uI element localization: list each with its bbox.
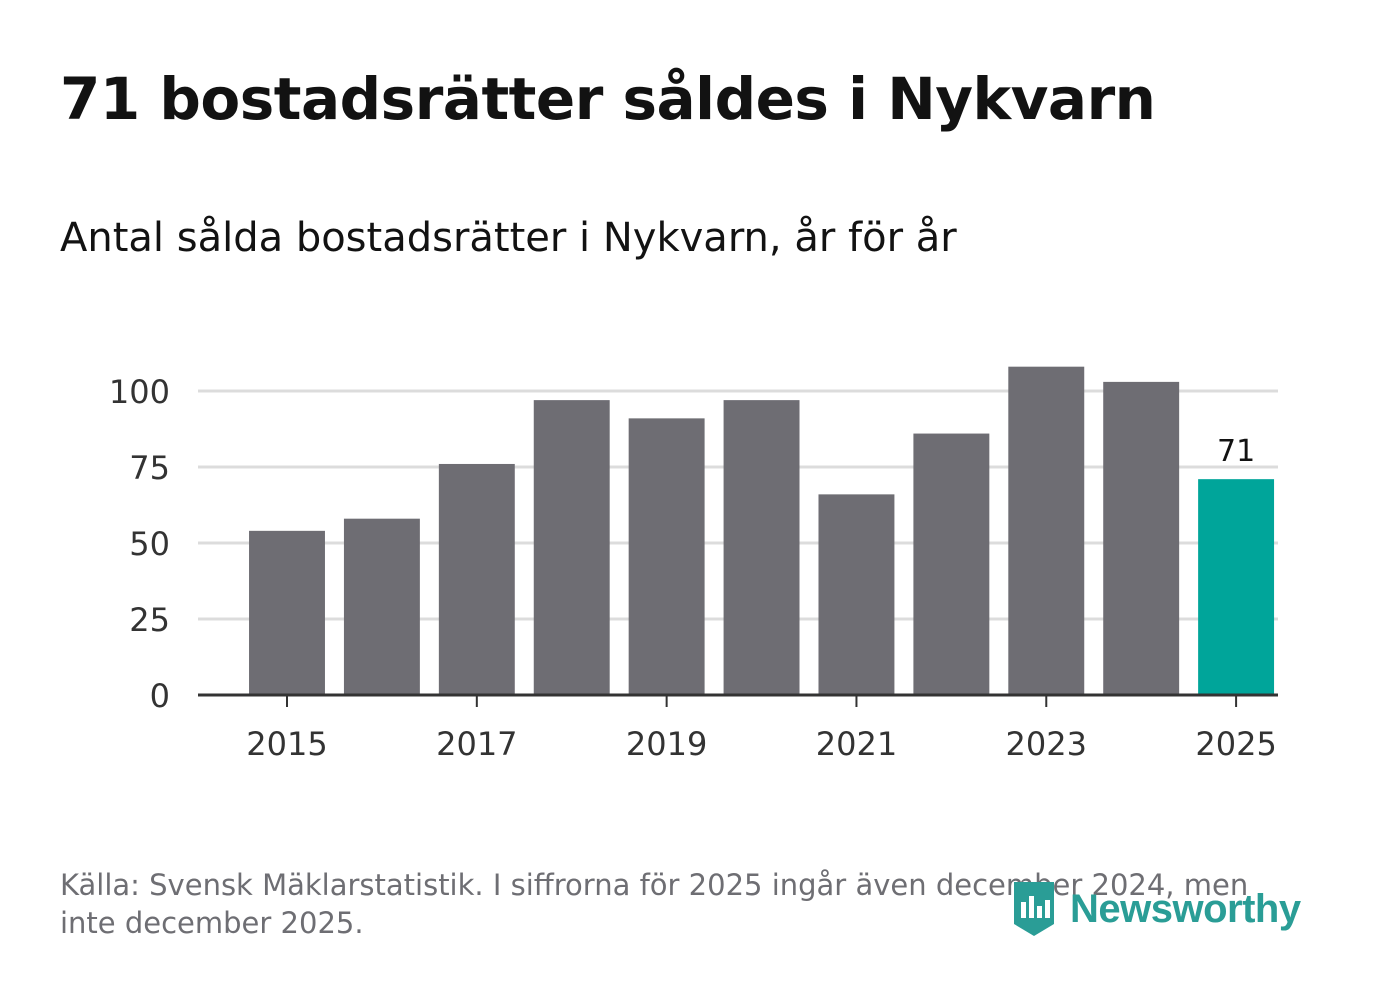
x-tick-label-2021: 2021 xyxy=(816,725,897,763)
y-axis-ticks: 0 25 50 75 100 xyxy=(109,373,170,715)
x-tick-label-2017: 2017 xyxy=(436,725,517,763)
chart-title: 71 bostadsrätter såldes i Nykvarn xyxy=(60,65,1156,133)
bar-2023 xyxy=(1008,366,1085,695)
bar-2018 xyxy=(533,400,610,695)
bar-2016 xyxy=(343,518,420,695)
bars xyxy=(249,366,1275,695)
bar-2022 xyxy=(913,433,990,695)
data-labels: 71 xyxy=(1217,434,1255,469)
x-tick-label-2023: 2023 xyxy=(1006,725,1087,763)
x-axis-ticks: 2015 2017 2019 2021 2023 2025 xyxy=(246,695,1277,763)
bar-2021 xyxy=(818,494,895,695)
bar-2019 xyxy=(628,418,705,695)
data-label-2025: 71 xyxy=(1217,434,1255,469)
newsworthy-logo: Newsworthy xyxy=(1010,878,1301,940)
x-tick-label-2015: 2015 xyxy=(246,725,327,763)
chart-subtitle: Antal sålda bostadsrätter i Nykvarn, år … xyxy=(60,215,957,261)
y-tick-label-25: 25 xyxy=(129,601,170,639)
newsworthy-logo-text: Newsworthy xyxy=(1070,887,1301,931)
newsworthy-logo-icon xyxy=(1014,882,1054,936)
x-tick-label-2019: 2019 xyxy=(626,725,707,763)
x-tick-label-2025: 2025 xyxy=(1195,725,1276,763)
bar-2017 xyxy=(438,463,515,695)
bar-2020 xyxy=(723,400,800,695)
bar-2015 xyxy=(249,530,325,695)
y-tick-label-75: 75 xyxy=(129,449,170,487)
y-tick-label-100: 100 xyxy=(109,373,170,411)
bar-chart: 0 25 50 75 100 2015 2017 2019 2021 2023 2025 71 xyxy=(109,366,1278,763)
bar-2024 xyxy=(1103,381,1180,695)
y-tick-label-0: 0 xyxy=(150,677,170,715)
y-tick-label-50: 50 xyxy=(129,525,170,563)
bar-2025 xyxy=(1198,479,1275,695)
